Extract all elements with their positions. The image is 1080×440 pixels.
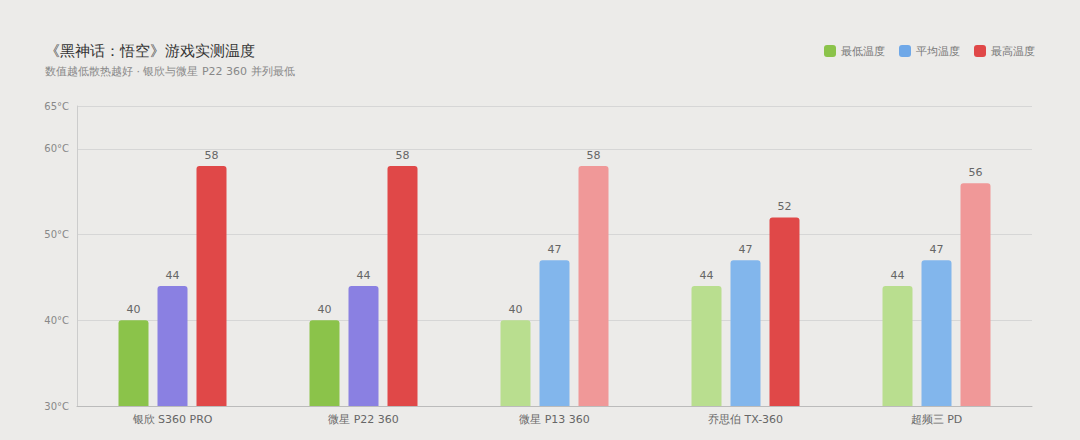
svg-text:65°C: 65°C [44,101,69,112]
svg-text:最高温度: 最高温度 [991,45,1035,58]
svg-text:40°C: 40°C [44,315,69,326]
svg-text:60°C: 60°C [44,143,69,154]
svg-text:最低温度: 最低温度 [841,45,885,58]
svg-text:超频三 PD: 超频三 PD [911,413,963,426]
svg-text:44: 44 [700,269,714,282]
svg-text:56: 56 [969,166,983,179]
svg-text:40: 40 [509,303,523,316]
svg-text:《黑神话：悟空》游戏实测温度: 《黑神话：悟空》游戏实测温度 [45,42,255,60]
svg-text:44: 44 [891,269,905,282]
svg-text:平均温度: 平均温度 [916,45,960,58]
svg-text:52: 52 [778,200,792,213]
svg-text:44: 44 [357,269,371,282]
svg-text:47: 47 [930,243,944,256]
svg-text:银欣 S360 PRO: 银欣 S360 PRO [132,413,213,426]
svg-text:微星 P22 360: 微星 P22 360 [328,413,399,426]
svg-text:微星 P13 360: 微星 P13 360 [519,413,590,426]
svg-text:50°C: 50°C [44,229,69,240]
svg-text:40: 40 [127,303,141,316]
svg-text:58: 58 [205,149,219,162]
svg-text:44: 44 [166,269,180,282]
svg-text:数值越低散热越好 · 银欣与微星 P22 360 并列最低: 数值越低散热越好 · 银欣与微星 P22 360 并列最低 [45,65,295,78]
svg-text:30°C: 30°C [44,401,69,412]
svg-text:乔思伯 TX-360: 乔思伯 TX-360 [708,413,783,426]
svg-text:58: 58 [396,149,410,162]
svg-text:58: 58 [587,149,601,162]
svg-text:40: 40 [318,303,332,316]
svg-text:47: 47 [739,243,753,256]
svg-text:47: 47 [548,243,562,256]
